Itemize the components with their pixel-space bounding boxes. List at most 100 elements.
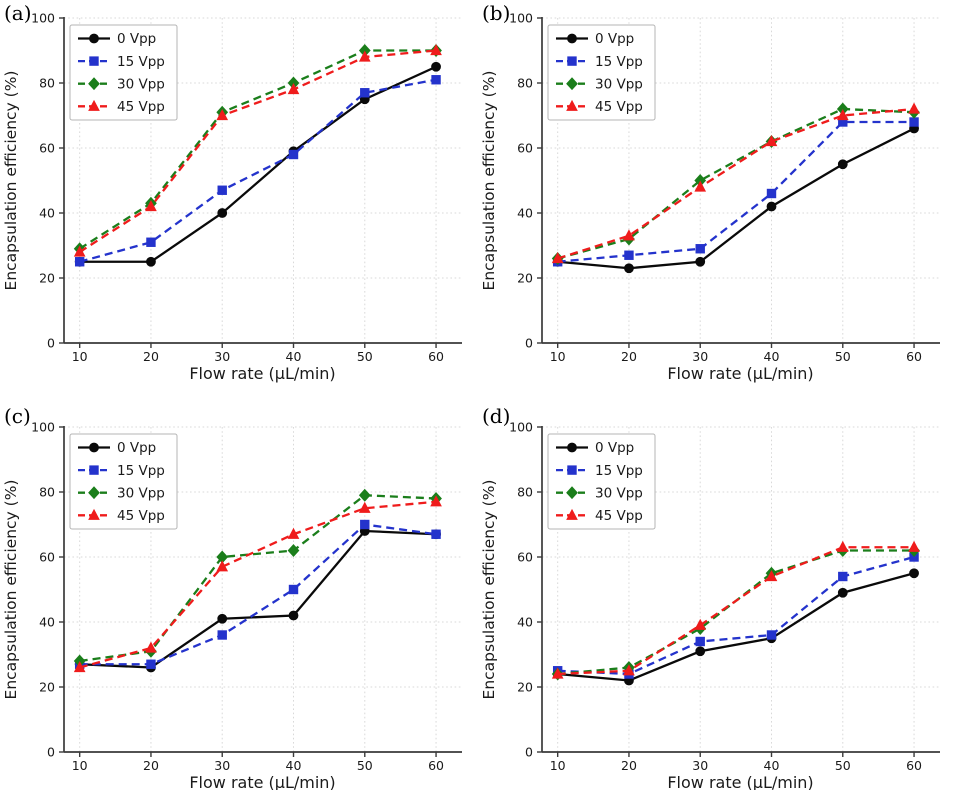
legend-label-45-vpp: 45 Vpp xyxy=(117,508,165,524)
series-line-45-vpp xyxy=(79,49,437,253)
square-marker xyxy=(567,465,577,475)
panel-label-a: (a) xyxy=(4,1,32,25)
triangle-marker xyxy=(73,245,86,257)
circle-marker xyxy=(89,442,99,453)
square-marker xyxy=(74,257,85,267)
legend-label-30-vpp: 30 Vpp xyxy=(117,76,165,92)
circle-marker xyxy=(766,201,777,212)
square-marker xyxy=(838,571,848,582)
x-tick-label: 60 xyxy=(906,349,922,364)
square-marker xyxy=(217,185,227,195)
x-tick-label: 50 xyxy=(835,349,851,364)
x-tick-label: 10 xyxy=(72,349,88,364)
series-line-30-vpp xyxy=(79,49,437,250)
triangle-marker xyxy=(145,200,157,212)
diamond-marker xyxy=(287,544,300,557)
diamond-marker xyxy=(88,486,100,500)
y-tick-label: 20 xyxy=(39,270,55,285)
series-45-vpp xyxy=(551,102,920,264)
square-marker xyxy=(89,465,99,475)
triangle-marker xyxy=(566,99,578,111)
triangle-marker xyxy=(836,540,849,552)
panel-label-b: (b) xyxy=(482,1,511,25)
y-tick-label: 20 xyxy=(517,679,533,694)
circle-marker xyxy=(624,263,634,274)
square-marker xyxy=(695,636,705,647)
circle-marker xyxy=(217,613,228,624)
x-tick-label: 60 xyxy=(428,758,444,773)
y-tick-label: 100 xyxy=(509,10,533,25)
series-45-vpp xyxy=(551,540,920,679)
legend-box xyxy=(547,433,656,530)
legend-box xyxy=(69,24,178,121)
panel-d: (d) 0 20 40 60 80 100 10 20 30 40 50 60 Flow rate (μ… xyxy=(478,395,955,790)
grid xyxy=(542,17,939,343)
series-0-vpp xyxy=(74,526,441,673)
x-tick-label: 20 xyxy=(143,758,159,773)
legend-label-0-vpp: 0 Vpp xyxy=(117,31,156,47)
square-marker xyxy=(288,149,299,160)
circle-marker xyxy=(431,61,441,72)
circle-marker xyxy=(567,33,577,44)
x-tick-label: 40 xyxy=(286,758,302,773)
triangle-marker xyxy=(88,99,100,111)
chart-d: 0 20 40 60 80 100 10 20 30 40 50 60 Flow rate (μL/mi… xyxy=(480,419,940,790)
diamond-marker xyxy=(566,486,578,500)
x-tick-label: 10 xyxy=(72,758,88,773)
series-line-0-vpp xyxy=(557,572,915,682)
square-marker xyxy=(766,630,777,640)
triangle-marker xyxy=(694,618,707,630)
legend-label-30-vpp: 30 Vpp xyxy=(117,485,165,501)
circle-marker xyxy=(909,568,919,579)
y-tick-label: 40 xyxy=(517,614,533,629)
square-marker xyxy=(431,529,441,539)
diamond-marker xyxy=(358,488,371,502)
square-marker xyxy=(89,56,99,66)
chart-b: 0 20 40 60 80 100 10 20 30 40 50 60 Flow rate (μL/mi… xyxy=(480,10,940,383)
series-15-vpp xyxy=(74,75,441,267)
circle-marker xyxy=(146,256,156,267)
triangle-marker xyxy=(836,109,849,121)
square-marker xyxy=(624,250,634,260)
x-tick-label: 60 xyxy=(906,758,922,773)
series-line-30-vpp xyxy=(557,549,915,676)
legend: 0 Vpp 15 Vpp 30 Vpp 45 Vpp xyxy=(547,433,656,530)
circle-marker xyxy=(217,208,228,218)
series-0-vpp xyxy=(552,123,919,274)
triangle-marker xyxy=(694,180,707,192)
grid xyxy=(542,426,939,752)
square-marker xyxy=(146,659,156,669)
y-axis-label: Encapsulation efficiency (%) xyxy=(2,480,20,700)
square-marker xyxy=(431,75,441,85)
triangle-marker xyxy=(216,560,229,572)
y-tick-label: 0 xyxy=(47,744,55,759)
triangle-marker xyxy=(551,667,564,679)
circle-marker xyxy=(288,610,299,621)
y-tick-label: 80 xyxy=(39,484,55,499)
chart-a: 0 20 40 60 80 100 10 20 30 40 50 60 Flow rate (μL/mi… xyxy=(2,10,462,383)
series-line-0-vpp xyxy=(79,529,437,669)
diamond-marker xyxy=(88,77,100,91)
circle-marker xyxy=(837,587,848,598)
circle-marker xyxy=(695,256,706,267)
x-axis-label: Flow rate (μL/min) xyxy=(189,364,335,383)
square-marker xyxy=(360,519,370,530)
legend-label-15-vpp: 15 Vpp xyxy=(117,54,165,70)
y-tick-label: 100 xyxy=(31,419,55,434)
triangle-marker xyxy=(88,508,100,520)
y-axis-label: Encapsulation efficiency (%) xyxy=(480,71,498,291)
series-line-15-vpp xyxy=(557,120,915,263)
legend: 0 Vpp 15 Vpp 30 Vpp 45 Vpp xyxy=(69,24,178,121)
legend: 0 Vpp 15 Vpp 30 Vpp 45 Vpp xyxy=(547,24,656,121)
series-15-vpp xyxy=(74,519,441,669)
legend-label-15-vpp: 15 Vpp xyxy=(595,463,643,479)
x-tick-label: 50 xyxy=(357,349,373,364)
square-marker xyxy=(288,584,299,595)
y-tick-label: 60 xyxy=(517,549,533,564)
triangle-marker xyxy=(765,570,778,582)
panel-c: (c) 0 20 40 60 80 100 10 20 30 40 50 60 Flow rate (μ… xyxy=(0,395,477,790)
circle-marker xyxy=(837,159,848,170)
y-tick-label: 100 xyxy=(31,10,55,25)
y-tick-label: 40 xyxy=(39,614,55,629)
